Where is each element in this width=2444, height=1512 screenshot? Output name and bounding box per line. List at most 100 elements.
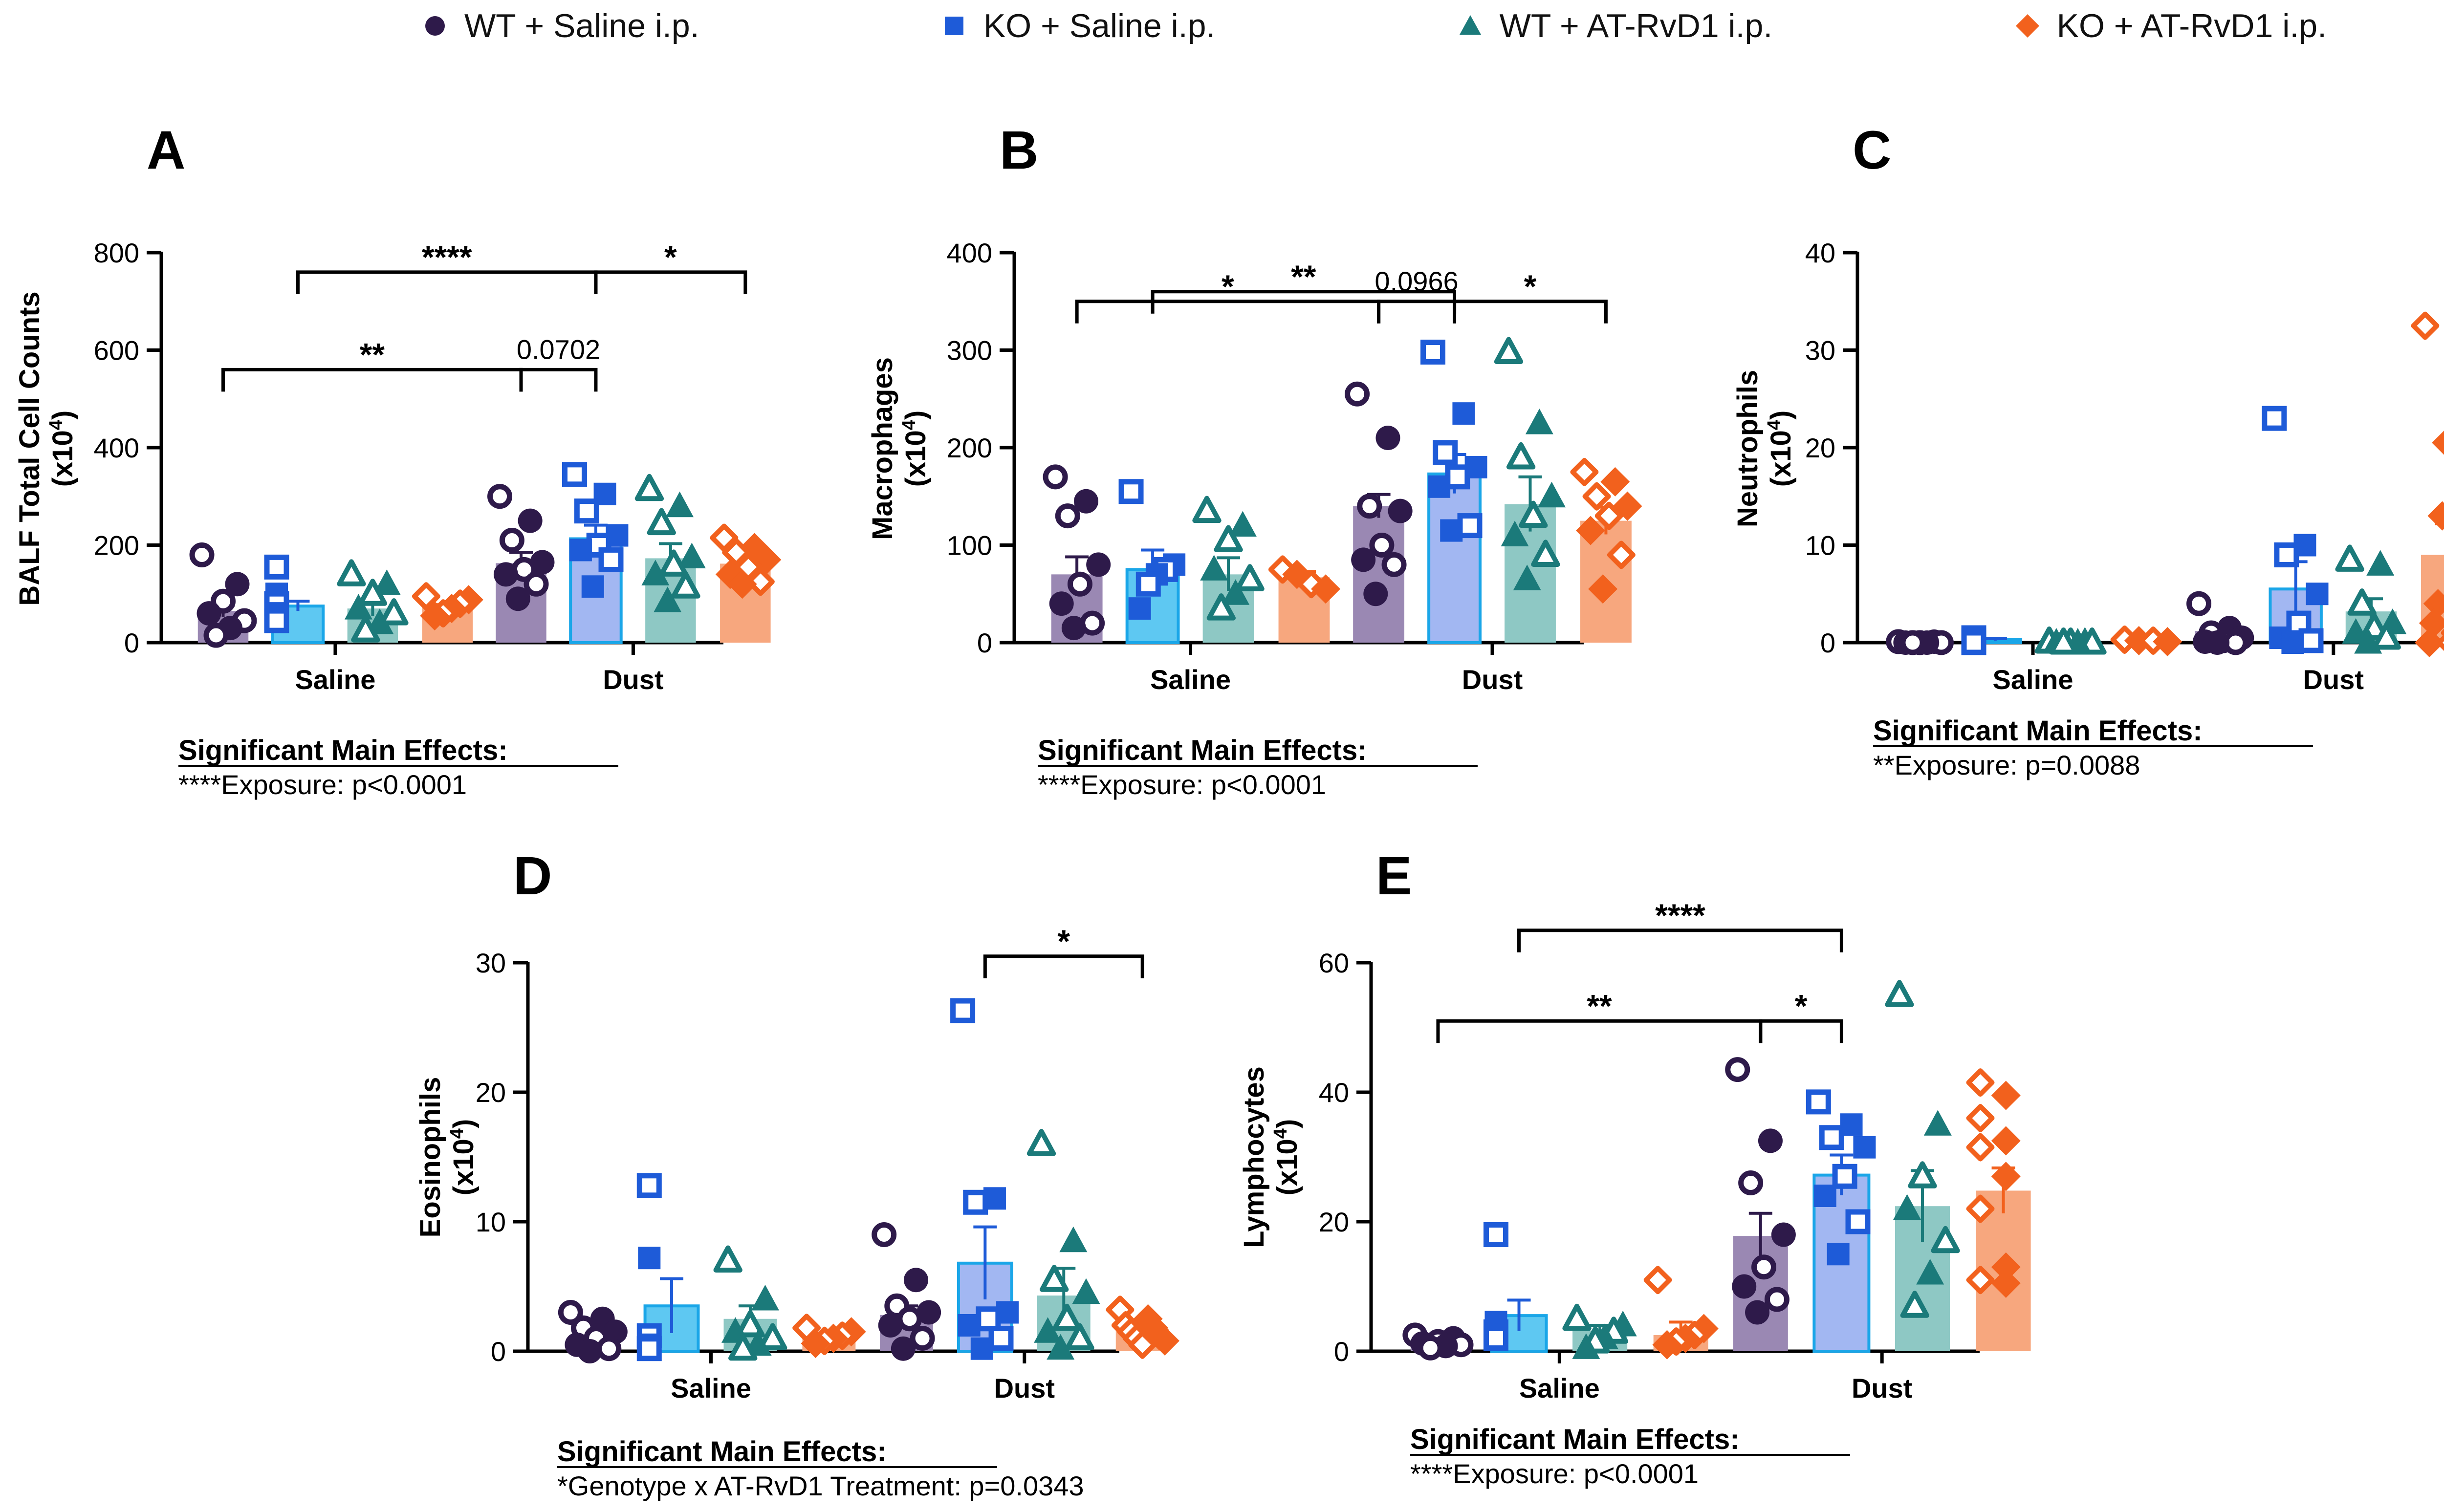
data-point-square — [574, 498, 599, 524]
data-point-square — [1827, 1243, 1850, 1266]
legend-label: WT + Saline i.p. — [464, 7, 699, 44]
y-tick-label: 20 — [1319, 1207, 1349, 1237]
data-point-triangle — [2354, 628, 2382, 654]
data-point-diamond — [746, 567, 775, 596]
x-category-label: Saline — [295, 664, 375, 695]
significance-label: 0.0966 — [1375, 266, 1458, 297]
y-unit-exponent: 4 — [46, 420, 66, 430]
data-point-circle — [1771, 1222, 1796, 1247]
data-point-triangle — [1228, 511, 1257, 537]
effects-text: ****Exposure: p<0.0001 — [178, 769, 467, 800]
data-point-triangle — [1072, 1278, 1100, 1304]
legend-item-wt-atrvd1: WT + AT-RvD1 i.p. — [1456, 7, 1772, 45]
data-point-square — [1806, 1089, 1831, 1115]
data-point-triangle — [647, 508, 676, 536]
significance-bracket — [1377, 300, 1457, 324]
diamond-marker-icon — [2015, 14, 2039, 38]
effects-title: Significant Main Effects: — [178, 734, 508, 766]
data-point-square — [970, 1337, 993, 1360]
x-category-label: Saline — [671, 1373, 751, 1404]
data-point-circle — [910, 1326, 935, 1351]
data-point-diamond — [2419, 608, 2444, 638]
data-point-square — [2262, 406, 2287, 431]
data-point-square — [1819, 1125, 1844, 1150]
data-point-circle — [505, 586, 530, 611]
panel-label: B — [1000, 120, 1038, 180]
legend-label: KO + AT-RvD1 i.p. — [2056, 7, 2327, 44]
significance-bracket — [296, 270, 598, 294]
y-tick-label: 40 — [1319, 1077, 1349, 1108]
y-tick-label: 10 — [1805, 530, 1835, 561]
data-point-circle — [1738, 1170, 1764, 1195]
data-point-square — [1428, 475, 1451, 498]
data-point-circle — [596, 1336, 622, 1361]
effects-title: Significant Main Effects: — [1410, 1424, 1740, 1455]
significance-bracket — [1453, 300, 1608, 324]
y-tick-label: 200 — [947, 432, 992, 463]
data-point-triangle — [2347, 588, 2377, 616]
data-point-square — [598, 547, 624, 572]
data-point-circle — [872, 1222, 897, 1247]
data-point-circle — [1345, 381, 1370, 407]
data-point-square — [569, 539, 592, 562]
y-tick-label: 0 — [124, 627, 139, 658]
significance-bracket — [594, 270, 747, 294]
data-point-circle — [1351, 547, 1376, 572]
data-point-triangle — [1494, 337, 1524, 364]
x-category-label: Saline — [1993, 664, 2073, 695]
data-point-triangle — [358, 579, 388, 606]
data-point-square — [1118, 479, 1144, 504]
data-point-square — [950, 998, 976, 1023]
significance-label: * — [664, 239, 677, 275]
data-point-circle — [1061, 616, 1086, 641]
data-point-circle — [1375, 426, 1400, 451]
data-point-triangle — [1059, 1226, 1088, 1253]
panel-a: A 0 200 400 600 800 Saline Dust BALF Total Cell … — [14, 120, 782, 800]
data-point-triangle — [1916, 1259, 1944, 1285]
legend-label: KO + Saline i.p. — [983, 7, 1216, 44]
x-category-label: Dust — [1462, 664, 1523, 695]
data-point-triangle — [641, 560, 670, 585]
data-point-circle — [1732, 1274, 1757, 1299]
effects-title: Significant Main Effects: — [1038, 734, 1367, 766]
data-point-triangle — [1235, 564, 1265, 591]
significance-label: **** — [1655, 897, 1705, 933]
data-point-triangle — [758, 1323, 787, 1350]
y-unit-end: ) — [1765, 410, 1797, 420]
data-point-triangle — [1538, 481, 1566, 508]
data-point-triangle — [1206, 593, 1236, 621]
data-point-triangle — [1525, 409, 1553, 434]
data-point-circle — [2186, 591, 2212, 616]
data-point-triangle — [1222, 579, 1250, 605]
data-point-square — [1420, 339, 1446, 365]
y-tick-label: 10 — [476, 1207, 506, 1237]
data-point-circle — [1055, 503, 1080, 529]
y-unit-base: (x10 — [1765, 430, 1797, 487]
data-point-circle — [493, 562, 518, 587]
data-point-triangle — [659, 549, 688, 577]
data-point-circle — [1764, 1287, 1789, 1312]
data-point-square — [1128, 597, 1151, 620]
data-point-diamond — [1991, 1080, 2021, 1110]
data-point-diamond — [1588, 574, 1618, 604]
data-point-triangle — [1931, 1226, 1960, 1253]
data-point-circle — [1043, 464, 1068, 490]
significance-label: * — [1222, 268, 1234, 304]
y-unit-exponent: 4 — [1764, 420, 1785, 430]
panel-c: C 0 10 20 30 40 Saline Dust Neutrophils (x104) Sig… — [1732, 120, 2444, 780]
y-unit-base: (x10 — [47, 430, 79, 487]
data-point-square — [1853, 1136, 1876, 1159]
data-point-square — [1445, 464, 1470, 490]
y-unit-base: (x10 — [448, 1139, 480, 1195]
y-axis-unit: (x104) — [1764, 410, 1797, 487]
data-point-circle — [524, 571, 549, 597]
y-tick-label: 0 — [1820, 627, 1835, 658]
data-point-triangle — [1893, 1194, 1921, 1220]
y-tick-label: 600 — [94, 335, 139, 366]
data-point-triangle — [1065, 1323, 1094, 1350]
data-point-triangle — [379, 598, 409, 626]
data-point-square — [1433, 440, 1458, 465]
data-point-circle — [1067, 571, 1092, 597]
panel-d: D 0 10 20 30 Saline Dust Eosinophils (x104) * Sign… — [415, 846, 1179, 1501]
data-point-triangle — [1026, 1129, 1056, 1156]
